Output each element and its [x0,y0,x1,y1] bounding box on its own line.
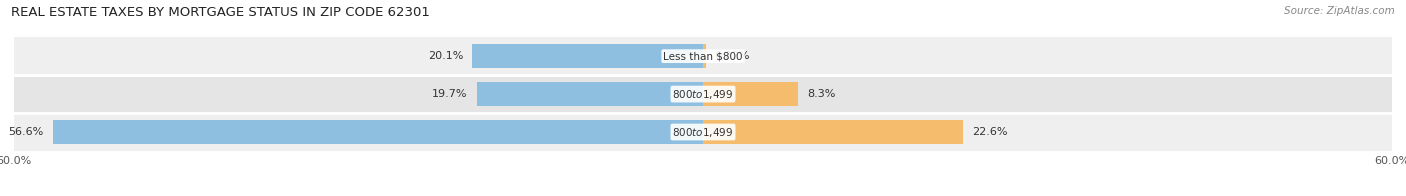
Text: 19.7%: 19.7% [432,89,468,99]
Text: 22.6%: 22.6% [972,127,1007,137]
Bar [53,120,703,144]
Bar [14,75,1392,113]
Text: Source: ZipAtlas.com: Source: ZipAtlas.com [1284,6,1395,16]
Text: 20.1%: 20.1% [427,51,463,61]
Bar [703,82,799,106]
Bar [477,82,703,106]
Bar [14,37,1392,75]
Bar [14,113,1392,151]
Text: 56.6%: 56.6% [8,127,44,137]
Bar [703,44,706,68]
Text: $800 to $1,499: $800 to $1,499 [672,88,734,101]
Text: 8.3%: 8.3% [807,89,835,99]
Text: 0.22%: 0.22% [714,51,751,61]
Text: $800 to $1,499: $800 to $1,499 [672,125,734,139]
Text: Less than $800: Less than $800 [664,51,742,61]
Bar [703,120,963,144]
Text: REAL ESTATE TAXES BY MORTGAGE STATUS IN ZIP CODE 62301: REAL ESTATE TAXES BY MORTGAGE STATUS IN … [11,6,430,19]
Bar [472,44,703,68]
